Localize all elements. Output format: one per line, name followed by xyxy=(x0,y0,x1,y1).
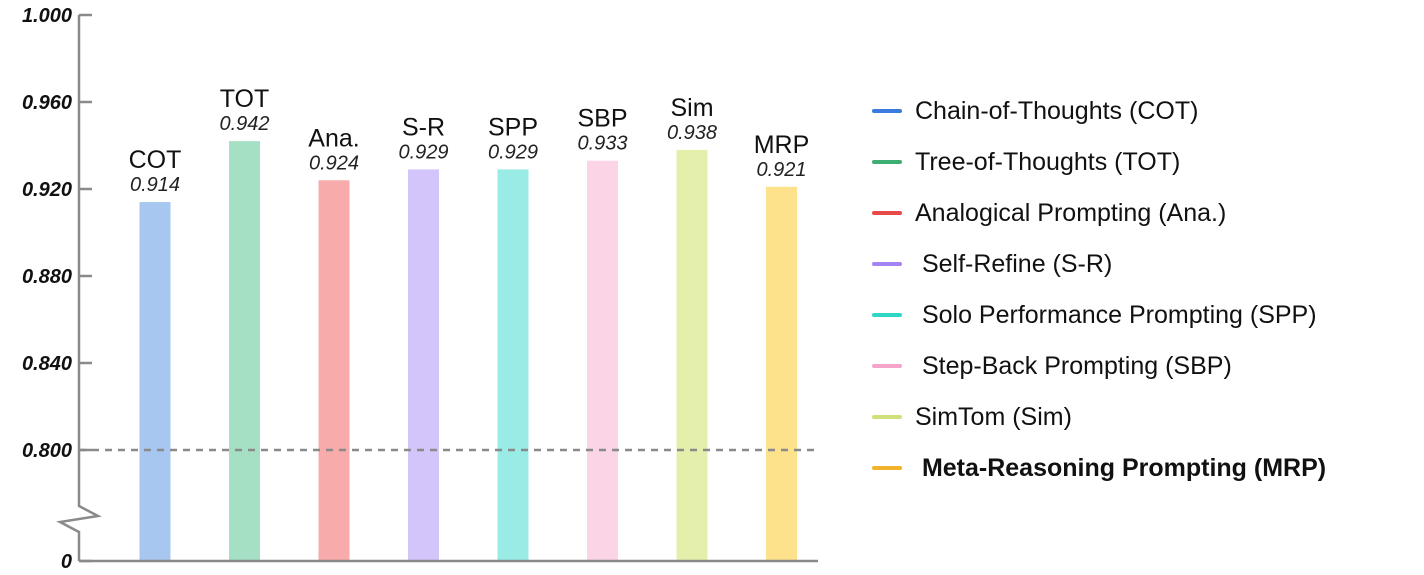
y-tick-label: 0.840 xyxy=(22,353,72,375)
bar xyxy=(766,186,797,561)
y-tick-label: 0.800 xyxy=(22,440,72,462)
legend-swatch xyxy=(872,160,902,164)
legend-swatch xyxy=(872,313,902,317)
bar xyxy=(587,160,618,561)
legend-label: Solo Performance Prompting (SPP) xyxy=(915,301,1317,329)
category-label: S-R xyxy=(402,113,445,141)
category-label: SBP xyxy=(577,105,627,133)
bar xyxy=(497,169,529,562)
bar-labels: 0.914COT0.942TOT0.924Ana.0.929S-R0.929SP… xyxy=(129,85,810,196)
category-label: Ana. xyxy=(308,124,359,152)
value-label: 0.938 xyxy=(667,122,717,144)
y-tick-label: 0.880 xyxy=(22,266,72,288)
y-tick-label: 0.960 xyxy=(22,92,72,114)
legend-label: Tree-of-Thoughts (TOT) xyxy=(915,148,1181,176)
legend-swatch xyxy=(872,415,902,419)
y-tick-label: 0 xyxy=(61,551,72,573)
bars xyxy=(139,141,797,562)
bar xyxy=(408,169,439,562)
category-label: Sim xyxy=(670,94,713,122)
legend-swatch xyxy=(872,109,902,113)
legend-label: Analogical Prompting (Ana.) xyxy=(915,199,1227,227)
legend: Chain-of-Thoughts (COT) Tree-of-Thoughts… xyxy=(872,94,1422,502)
y-axis-line xyxy=(56,15,102,561)
legend-swatch xyxy=(872,364,902,368)
legend-item: Step-Back Prompting (SBP) xyxy=(872,349,1422,400)
value-label: 0.914 xyxy=(130,174,180,196)
legend-swatch xyxy=(872,262,902,266)
value-label: 0.929 xyxy=(488,141,538,163)
legend-swatch xyxy=(872,466,902,470)
value-label: 0.929 xyxy=(398,141,448,163)
bar xyxy=(229,141,260,561)
category-label: COT xyxy=(129,146,182,174)
legend-label: Step-Back Prompting (SBP) xyxy=(915,352,1232,380)
bar xyxy=(318,180,350,562)
value-label: 0.924 xyxy=(309,152,359,174)
category-label: MRP xyxy=(754,131,810,159)
legend-item: Meta-Reasoning Prompting (MRP) xyxy=(872,451,1422,502)
legend-item: Self-Refine (S-R) xyxy=(872,247,1422,298)
legend-label: Self-Refine (S-R) xyxy=(915,250,1113,278)
category-label: TOT xyxy=(220,85,270,113)
legend-item: Solo Performance Prompting (SPP) xyxy=(872,298,1422,349)
y-tick-label: 0.920 xyxy=(22,179,72,201)
legend-label: Chain-of-Thoughts (COT) xyxy=(915,97,1199,125)
y-axis-ticks: 1.000 0.960 0.920 0.880 0.840 0.800 0 xyxy=(22,5,92,573)
category-label: SPP xyxy=(488,113,538,141)
y-tick-label: 1.000 xyxy=(22,5,72,27)
value-label: 0.942 xyxy=(219,113,269,135)
legend-label: SimTom (Sim) xyxy=(915,403,1072,431)
legend-item: Chain-of-Thoughts (COT) xyxy=(872,94,1422,145)
axes xyxy=(56,15,818,563)
legend-label: Meta-Reasoning Prompting (MRP) xyxy=(915,454,1327,482)
bar xyxy=(139,202,171,562)
legend-item: Analogical Prompting (Ana.) xyxy=(872,196,1422,247)
bar xyxy=(676,149,708,561)
value-label: 0.933 xyxy=(577,133,627,155)
legend-item: Tree-of-Thoughts (TOT) xyxy=(872,145,1422,196)
value-label: 0.921 xyxy=(756,159,806,181)
legend-swatch xyxy=(872,211,902,215)
legend-item: SimTom (Sim) xyxy=(872,400,1422,451)
